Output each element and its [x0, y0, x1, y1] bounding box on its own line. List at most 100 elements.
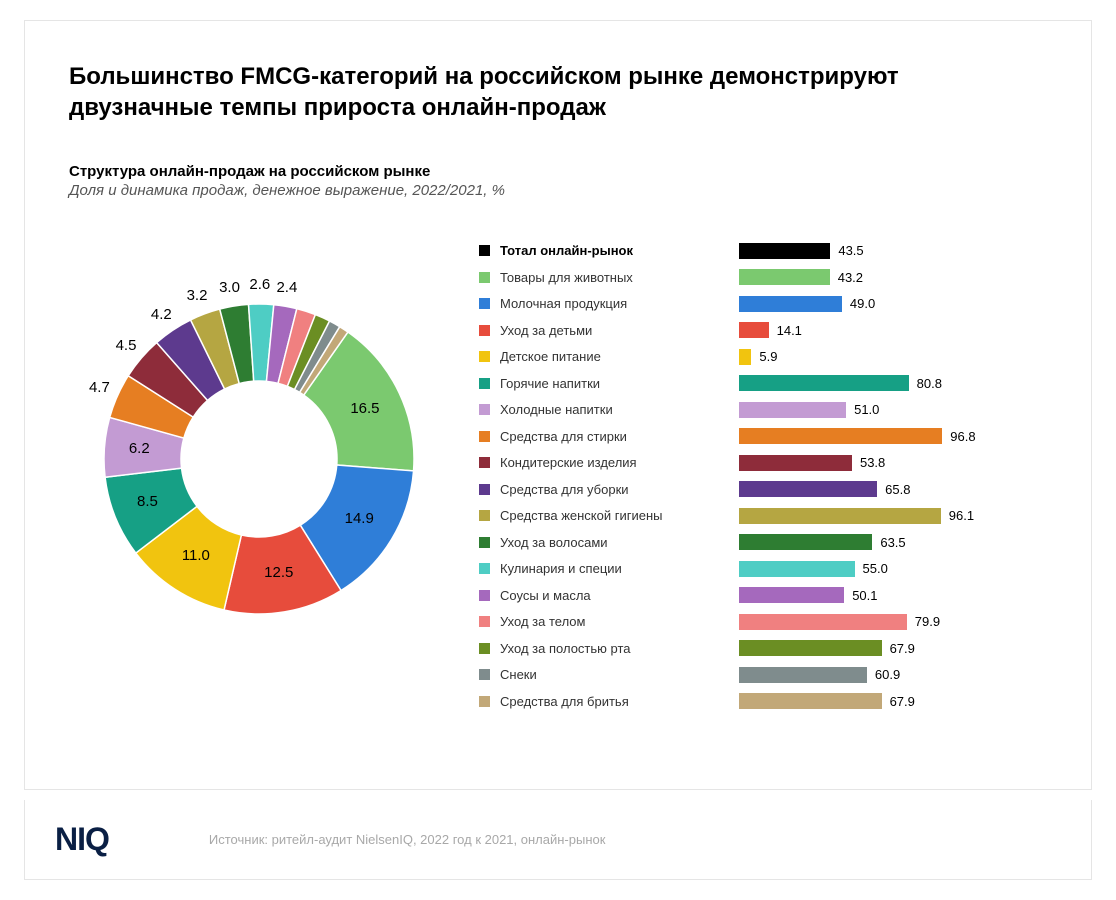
legend-label: Уход за полостью рта [500, 641, 631, 656]
bar [739, 296, 842, 312]
bar [739, 667, 867, 683]
source-text: Источник: ритейл-аудит NielsenIQ, 2022 г… [209, 832, 606, 847]
bar-row: 43.2 [739, 264, 1047, 291]
legend-label: Товары для животных [500, 270, 633, 285]
legend-swatch [479, 351, 490, 362]
legend-row: Уход за волосами [479, 529, 699, 556]
legend-row: Горячие напитки [479, 370, 699, 397]
legend-swatch [479, 669, 490, 680]
content-row: 16.514.912.511.08.56.24.74.54.23.23.02.6… [69, 229, 1047, 714]
bar-row: 43.5 [739, 237, 1047, 264]
bar-value-label: 67.9 [890, 641, 915, 656]
subtitle: Структура онлайн-продаж на российском ры… [69, 163, 1047, 180]
legend-row: Уход за полостью рта [479, 635, 699, 662]
bar [739, 561, 855, 577]
legend-row: Холодные напитки [479, 396, 699, 423]
bar-row: 96.8 [739, 423, 1047, 450]
bar-value-label: 50.1 [852, 588, 877, 603]
donut-slice-label: 4.7 [89, 379, 110, 396]
bar-value-label: 43.2 [838, 270, 863, 285]
legend-label: Снеки [500, 667, 537, 682]
legend-row: Тотал онлайн-рынок [479, 237, 699, 264]
donut-slice-label: 16.5 [350, 400, 379, 417]
legend-label: Средства для бритья [500, 694, 629, 709]
legend-label: Горячие напитки [500, 376, 600, 391]
bar-value-label: 14.1 [777, 323, 802, 338]
legend-swatch [479, 272, 490, 283]
donut-slice-label: 12.5 [264, 564, 293, 581]
legend-swatch [479, 378, 490, 389]
chart-card: Большинство FMCG-категорий на российском… [24, 20, 1092, 790]
legend-swatch [479, 510, 490, 521]
bar-value-label: 96.1 [949, 508, 974, 523]
bar-row: 65.8 [739, 476, 1047, 503]
legend-label: Средства для уборки [500, 482, 629, 497]
footer: NIQ Источник: ритейл-аудит NielsenIQ, 20… [24, 800, 1092, 880]
legend-label: Молочная продукция [500, 296, 627, 311]
bar-row: 63.5 [739, 529, 1047, 556]
bar [739, 428, 942, 444]
legend-row: Кондитерские изделия [479, 449, 699, 476]
bar [739, 243, 830, 259]
bar [739, 269, 830, 285]
bars-column: 43.543.249.014.15.980.851.096.853.865.89… [739, 237, 1047, 714]
bar [739, 481, 877, 497]
legend-label: Средства женской гигиены [500, 508, 663, 523]
bar-value-label: 80.8 [917, 376, 942, 391]
bar [739, 614, 907, 630]
legend-label: Уход за детьми [500, 323, 592, 338]
legend-row: Уход за детьми [479, 317, 699, 344]
logo: NIQ [55, 821, 109, 858]
legend-label: Средства для стирки [500, 429, 627, 444]
bar [739, 455, 852, 471]
legend-swatch [479, 484, 490, 495]
bar [739, 534, 872, 550]
subtitle-description: Доля и динамика продаж, денежное выражен… [69, 182, 1047, 199]
bar-value-label: 43.5 [838, 243, 863, 258]
bar-row: 55.0 [739, 555, 1047, 582]
legend-row: Кулинария и специи [479, 555, 699, 582]
legend-swatch [479, 616, 490, 627]
page-title: Большинство FMCG-категорий на российском… [69, 61, 1047, 123]
bar-value-label: 5.9 [759, 349, 777, 364]
bar-row: 96.1 [739, 502, 1047, 529]
legend-row: Соусы и масла [479, 582, 699, 609]
legend-row: Уход за телом [479, 608, 699, 635]
donut-slice-label: 2.4 [276, 279, 297, 296]
legend-label: Соусы и масла [500, 588, 591, 603]
legend-label: Уход за телом [500, 614, 585, 629]
donut-slice-label: 6.2 [129, 440, 150, 457]
legend-swatch [479, 643, 490, 654]
legend-swatch [479, 298, 490, 309]
legend-row: Товары для животных [479, 264, 699, 291]
bar-row: 60.9 [739, 661, 1047, 688]
bar-value-label: 51.0 [854, 402, 879, 417]
legend-swatch [479, 325, 490, 336]
donut-slice-label: 11.0 [182, 547, 210, 564]
bar-row: 49.0 [739, 290, 1047, 317]
bar-row: 67.9 [739, 635, 1047, 662]
legend-label: Детское питание [500, 349, 601, 364]
legend-column: Тотал онлайн-рынок Товары для животных Мол… [479, 237, 699, 714]
donut-slice-label: 3.0 [219, 279, 240, 296]
legend-swatch [479, 404, 490, 415]
legend-swatch [479, 563, 490, 574]
legend-row: Средства для уборки [479, 476, 699, 503]
donut-slice-label: 8.5 [137, 493, 158, 510]
legend-swatch [479, 245, 490, 256]
bar [739, 349, 751, 365]
bar-row: 50.1 [739, 582, 1047, 609]
bar [739, 322, 769, 338]
bar [739, 640, 882, 656]
legend-label: Кондитерские изделия [500, 455, 637, 470]
bar-row: 14.1 [739, 317, 1047, 344]
legend-row: Молочная продукция [479, 290, 699, 317]
legend-swatch [479, 537, 490, 548]
legend-label: Тотал онлайн-рынок [500, 243, 633, 258]
legend-label: Кулинария и специи [500, 561, 622, 576]
bar [739, 693, 882, 709]
legend-swatch [479, 696, 490, 707]
legend-and-bars: Тотал онлайн-рынок Товары для животных Мол… [479, 229, 1047, 714]
bar-value-label: 60.9 [875, 667, 900, 682]
bar-row: 5.9 [739, 343, 1047, 370]
